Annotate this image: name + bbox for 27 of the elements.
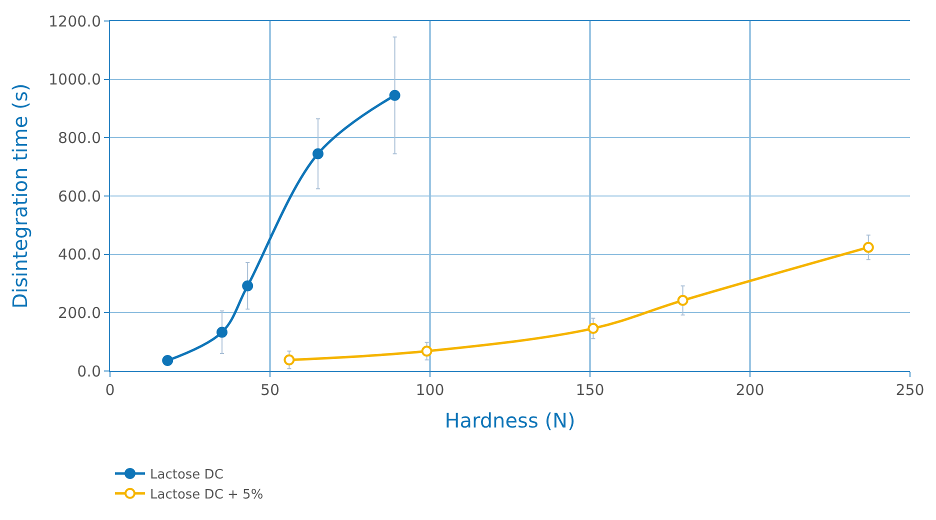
x-tick-label: 100 bbox=[416, 381, 444, 399]
legend-label: Lactose DC + 5% bbox=[150, 487, 264, 502]
point bbox=[216, 326, 228, 338]
x-tick-label: 150 bbox=[576, 381, 604, 399]
y-tick-label: 1200.0 bbox=[48, 12, 101, 30]
point bbox=[862, 242, 874, 253]
x-tick-label: 200 bbox=[736, 381, 764, 399]
point bbox=[677, 294, 688, 306]
legend-label: Lactose DC bbox=[150, 468, 224, 483]
x-tick-label: 250 bbox=[896, 381, 924, 399]
y-tick-label: 0.0 bbox=[77, 362, 101, 380]
point bbox=[284, 354, 295, 366]
x-axis-title: Hardness (N) bbox=[444, 408, 576, 432]
point bbox=[162, 355, 174, 366]
y-tick-label: 1000.0 bbox=[48, 70, 101, 89]
point bbox=[421, 346, 432, 357]
x-tick-label: 0 bbox=[105, 381, 115, 399]
y-tick-label: 400.0 bbox=[58, 246, 101, 264]
y-tick-label: 200.0 bbox=[58, 304, 101, 322]
y-axis-title: Disintegration time (s) bbox=[8, 83, 32, 309]
point bbox=[389, 90, 400, 101]
y-tick-label: 600.0 bbox=[58, 187, 101, 206]
y-tick-label: 800.0 bbox=[58, 128, 101, 147]
point bbox=[588, 322, 599, 334]
point bbox=[312, 148, 324, 160]
x-tick-label: 50 bbox=[260, 381, 280, 399]
point bbox=[242, 280, 254, 292]
